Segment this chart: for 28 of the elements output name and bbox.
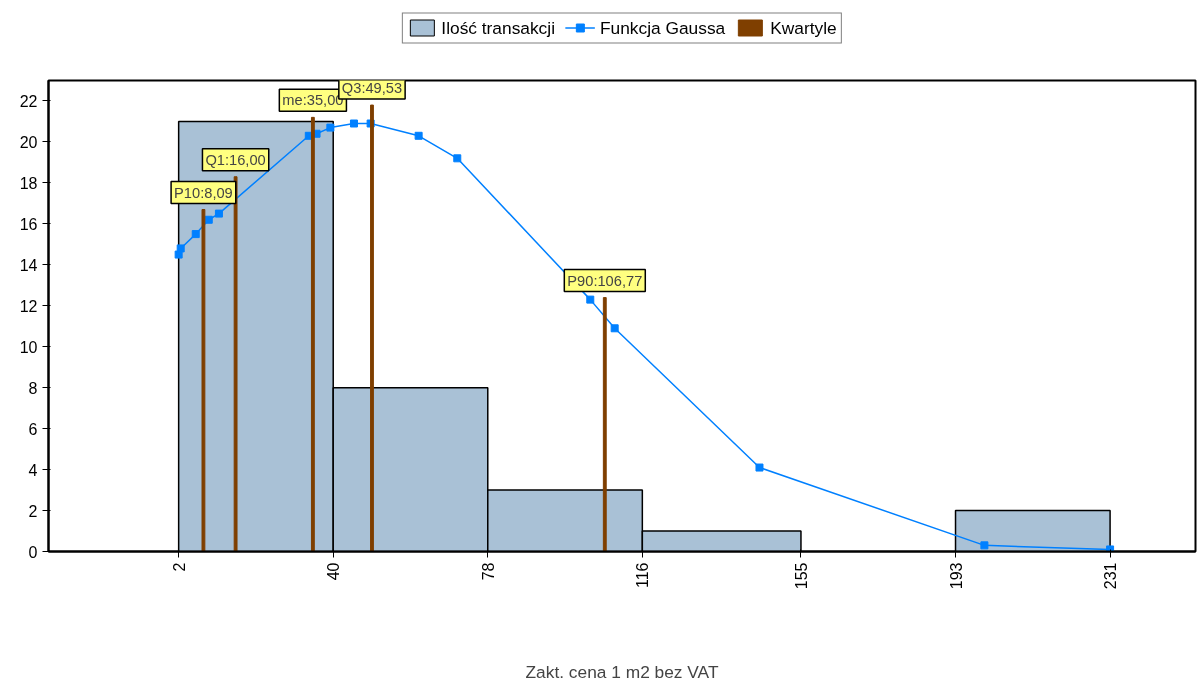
x-tick-label: 2 [170,562,188,572]
y-tick-label: 22 [19,92,38,110]
annotation: Q1:16,00 [205,151,266,168]
x-tick-label: 231 [1102,562,1120,590]
x-tick-label: 193 [947,562,965,590]
x-tick-label: 116 [634,562,652,589]
y-tick-label: 14 [19,256,38,274]
x-axis-title: Zakt. cena 1 m2 bez VAT [525,662,719,683]
y-tick-label: 0 [28,543,38,561]
y-tick-label: 10 [19,338,38,356]
x-tick-label: 155 [792,562,810,590]
legend-label: Ilość transakcji [441,17,555,38]
legend-label: Funkcja Gaussa [599,17,726,38]
y-tick-label: 2 [28,502,38,520]
y-tick-label: 8 [28,379,38,397]
y-tick-label: 4 [28,461,38,479]
legend-label: Kwartyle [770,17,837,38]
y-tick-label: 12 [19,297,38,315]
annotation: me:35,00 [282,92,344,109]
annotation: P90:106,77 [567,272,643,289]
y-tick-label: 6 [28,420,38,438]
annotation: P10:8,09 [174,184,233,201]
y-tick-label: 18 [19,174,38,192]
y-tick-label: 16 [19,215,38,233]
x-tick-label: 40 [325,562,343,581]
y-tick-label: 20 [19,133,38,151]
x-tick-label: 78 [479,562,497,581]
annotation: Q3:49,53 [341,80,403,97]
